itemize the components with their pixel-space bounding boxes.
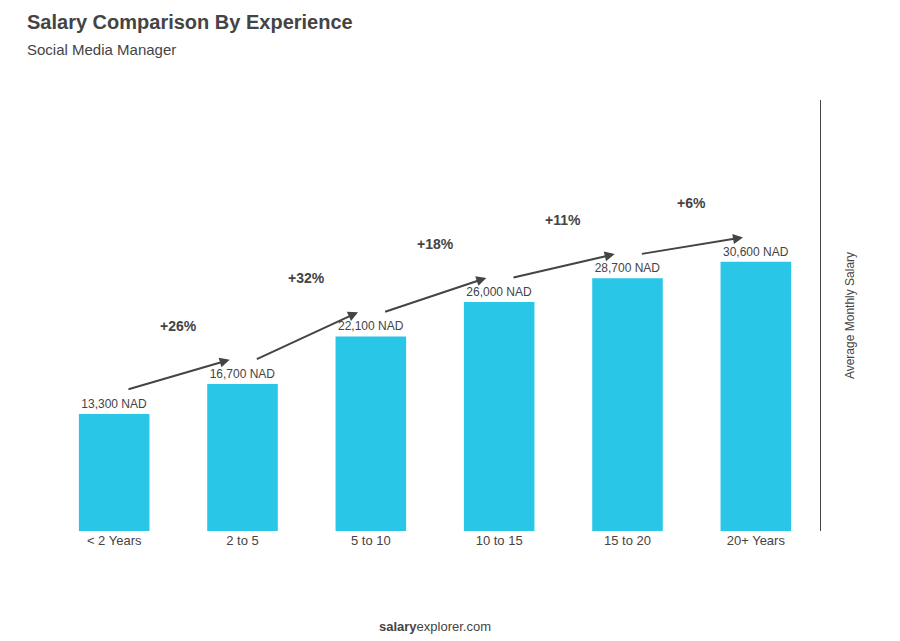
svg-text:salaryexplorer.com: salaryexplorer.com xyxy=(379,619,491,634)
svg-text:5 to 10: 5 to 10 xyxy=(351,533,391,548)
svg-text:13,300 NAD: 13,300 NAD xyxy=(81,397,147,411)
svg-text:2 to 5: 2 to 5 xyxy=(226,533,259,548)
svg-text:16,700 NAD: 16,700 NAD xyxy=(210,367,276,381)
svg-text:26,000 NAD: 26,000 NAD xyxy=(466,285,532,299)
svg-text:+6%: +6% xyxy=(677,195,706,211)
svg-text:+18%: +18% xyxy=(417,236,454,252)
svg-text:+11%: +11% xyxy=(545,212,581,228)
svg-text:15 to 20: 15 to 20 xyxy=(604,533,651,548)
svg-text:28,700 NAD: 28,700 NAD xyxy=(595,261,661,275)
svg-text:30,600 NAD: 30,600 NAD xyxy=(723,245,789,259)
svg-text:20+ Years: 20+ Years xyxy=(727,533,786,548)
svg-text:+32%: +32% xyxy=(288,270,325,286)
svg-text:10 to 15: 10 to 15 xyxy=(476,533,523,548)
svg-text:+26%: +26% xyxy=(160,318,197,334)
svg-text:22,100 NAD: 22,100 NAD xyxy=(338,319,404,333)
svg-text:Average Monthly Salary: Average Monthly Salary xyxy=(843,252,857,379)
svg-text:< 2 Years: < 2 Years xyxy=(87,533,142,548)
svg-text:Salary Comparison By Experienc: Salary Comparison By ExperienceSocial Me… xyxy=(27,11,353,58)
